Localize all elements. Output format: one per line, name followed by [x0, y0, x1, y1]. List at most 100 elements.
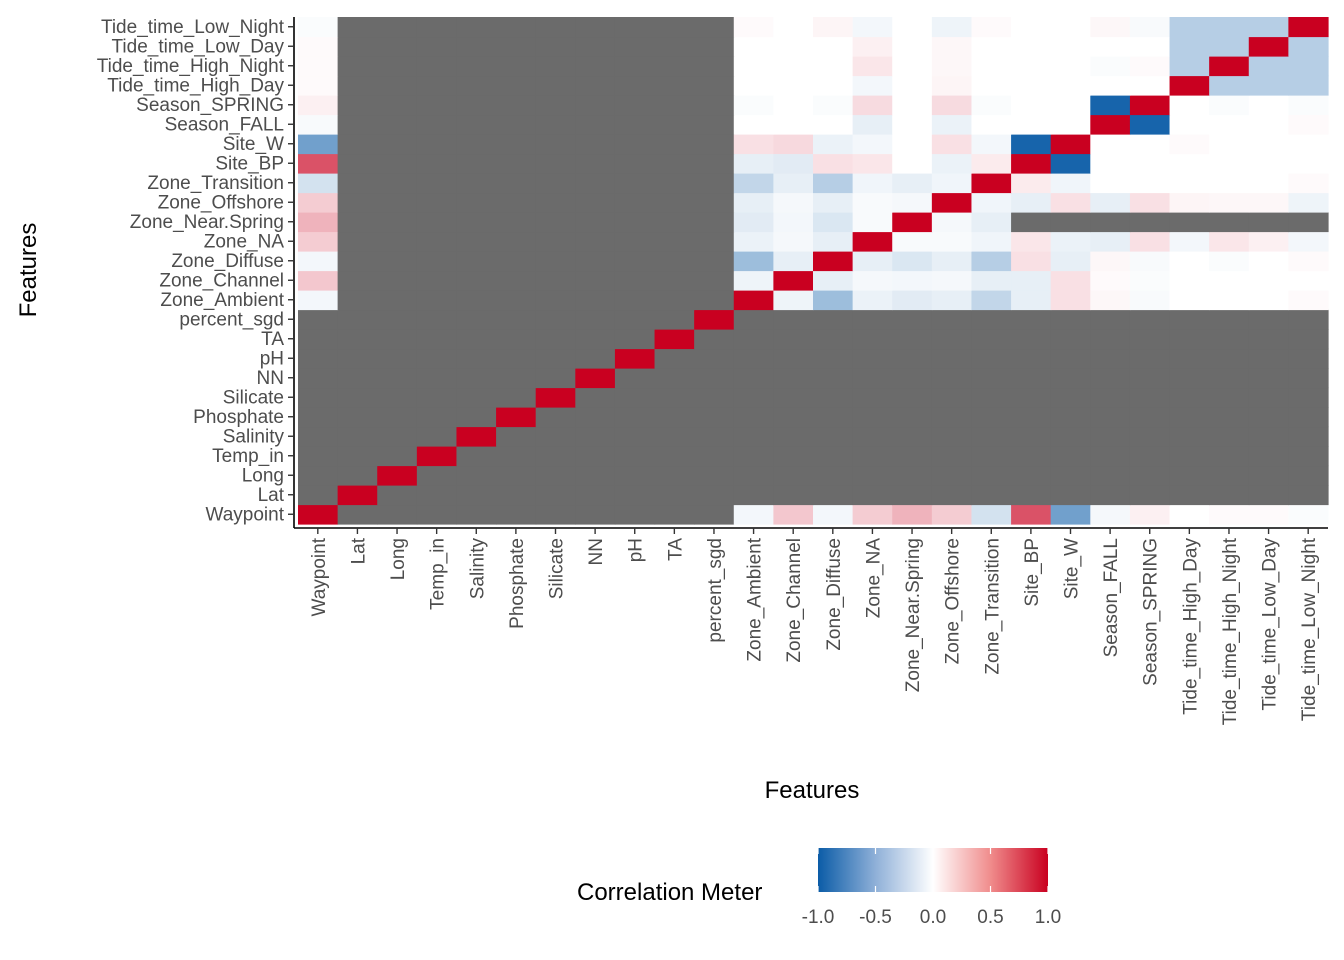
heatmap-cell: [773, 95, 814, 116]
heatmap-cell: [1090, 134, 1131, 155]
heatmap-cell: [298, 251, 339, 272]
heatmap-cell: [496, 329, 537, 350]
heatmap-cell: [337, 329, 378, 350]
heatmap-cell: [1248, 446, 1289, 467]
heatmap-cell: [971, 348, 1012, 369]
heatmap-cell: [575, 504, 616, 525]
heatmap-cell: [575, 56, 616, 77]
y-tick-label: Tide_time_Low_Day: [112, 36, 285, 57]
heatmap-cell: [535, 95, 576, 116]
heatmap-cell: [733, 114, 774, 135]
heatmap-cell: [1209, 270, 1250, 291]
heatmap-cell: [931, 270, 973, 291]
heatmap-cell: [971, 95, 1012, 116]
heatmap-cell: [773, 309, 814, 330]
heatmap-cell: [1209, 504, 1250, 525]
heatmap-cell: [614, 290, 656, 311]
heatmap-cell: [456, 426, 497, 447]
heatmap-cell: [892, 407, 933, 428]
heatmap-cell: [694, 270, 735, 291]
heatmap-cell: [1169, 368, 1210, 389]
heatmap-cell: [1288, 485, 1329, 506]
heatmap-cell: [813, 485, 854, 506]
heatmap-cell: [733, 173, 774, 194]
heatmap-cell: [1050, 231, 1091, 252]
heatmap-cell: [694, 251, 735, 272]
heatmap-cell: [1169, 485, 1210, 506]
heatmap-cell: [733, 387, 774, 408]
heatmap-cell: [377, 270, 418, 291]
heatmap-cell: [852, 231, 893, 252]
heatmap-cell: [575, 75, 616, 96]
heatmap-cell: [1129, 387, 1171, 408]
heatmap-cell: [1050, 56, 1091, 77]
heatmap-cell: [971, 36, 1012, 57]
x-axis-tick-labels: Waypoint Lat Long Temp_in Salinity Phosphate S…: [309, 528, 1320, 725]
heatmap-cell: [416, 173, 458, 194]
heatmap-cell: [813, 173, 854, 194]
heatmap-cell: [416, 426, 458, 447]
heatmap-cell: [496, 485, 537, 506]
heatmap-cell: [1090, 173, 1131, 194]
heatmap-cell: [1129, 407, 1171, 428]
heatmap-cell: [1090, 465, 1131, 486]
heatmap-cell: [813, 504, 854, 525]
heatmap-cell: [931, 290, 973, 311]
heatmap-cell: [1248, 153, 1289, 174]
heatmap-cell: [1209, 212, 1250, 233]
heatmap-cell: [931, 329, 973, 350]
heatmap-cell: [971, 329, 1012, 350]
heatmap-cell: [535, 309, 576, 330]
heatmap-cell: [337, 290, 378, 311]
heatmap-cell: [892, 270, 933, 291]
heatmap-cell: [614, 212, 656, 233]
heatmap-cell: [931, 504, 973, 525]
heatmap-cell: [733, 153, 774, 174]
heatmap-cell: [1050, 173, 1091, 194]
heatmap-cell: [971, 231, 1012, 252]
heatmap-cell: [614, 192, 656, 213]
heatmap-cell: [1248, 309, 1289, 330]
heatmap-cell: [1288, 114, 1329, 135]
heatmap-cell: [1248, 36, 1289, 57]
heatmap-cell: [813, 309, 854, 330]
heatmap-cell: [298, 485, 339, 506]
heatmap-cell: [416, 465, 458, 486]
heatmap-cell: [931, 114, 973, 135]
heatmap-cell: [337, 173, 378, 194]
heatmap-cell: [931, 426, 973, 447]
heatmap-cell: [377, 368, 418, 389]
heatmap-cell: [733, 212, 774, 233]
heatmap-cell: [654, 270, 695, 291]
heatmap-cell: [733, 309, 774, 330]
heatmap-cell: [1090, 407, 1131, 428]
heatmap-cell: [496, 134, 537, 155]
heatmap-cell: [298, 465, 339, 486]
heatmap-cell: [773, 36, 814, 57]
y-tick-label: Zone_Channel: [159, 270, 284, 291]
heatmap-cell: [456, 36, 497, 57]
heatmap-cell: [852, 407, 893, 428]
heatmap-cell: [1288, 290, 1329, 311]
heatmap-cell: [1248, 329, 1289, 350]
heatmap-cell: [298, 504, 339, 525]
heatmap-cell: [496, 504, 537, 525]
heatmap-cell: [852, 270, 893, 291]
heatmap-cell: [496, 251, 537, 272]
heatmap-cell: [852, 504, 893, 525]
heatmap-cell: [892, 309, 933, 330]
heatmap-cell: [535, 212, 576, 233]
heatmap-cell: [456, 134, 497, 155]
heatmap-cell: [614, 134, 656, 155]
heatmap-cell: [575, 368, 616, 389]
heatmap-cell: [971, 153, 1012, 174]
heatmap-cell: [773, 134, 814, 155]
colorbar-legend: Correlation Meter -1.0 -0.5 0.0 0.5 1.0: [577, 848, 1061, 928]
heatmap-cell: [1090, 231, 1131, 252]
heatmap-cell: [1288, 134, 1329, 155]
heatmap-cell: [1090, 212, 1131, 233]
y-tick-label: Waypoint: [206, 504, 285, 525]
heatmap-cell: [377, 426, 418, 447]
heatmap-cell: [456, 56, 497, 77]
